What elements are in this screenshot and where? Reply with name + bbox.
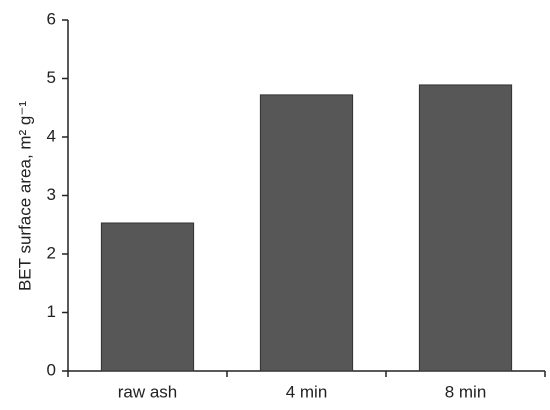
x-tick-label: raw ash bbox=[118, 382, 178, 401]
y-tick-label: 3 bbox=[47, 185, 56, 204]
bar bbox=[418, 84, 513, 372]
y-tick-label: 5 bbox=[47, 68, 56, 87]
x-tick-label: 8 min bbox=[445, 382, 487, 401]
y-tick-label: 2 bbox=[47, 243, 56, 262]
y-tick-label: 6 bbox=[47, 9, 56, 28]
y-axis-label: BET surface area, m² g⁻¹ bbox=[15, 101, 34, 291]
y-tick-label: 1 bbox=[47, 302, 56, 321]
x-tick-label: 4 min bbox=[286, 382, 328, 401]
y-tick-label: 4 bbox=[47, 126, 56, 145]
bar bbox=[259, 94, 354, 372]
bar bbox=[100, 222, 195, 372]
y-tick-label: 0 bbox=[47, 360, 56, 379]
